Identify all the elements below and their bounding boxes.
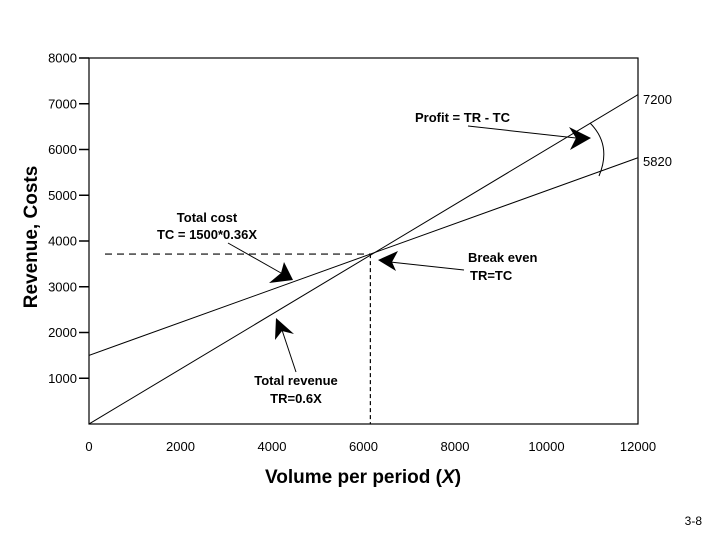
x-tick-label: 10000 [528, 439, 564, 454]
cost-end-label: 5820 [643, 154, 672, 169]
y-tick-label: 8000 [48, 51, 77, 66]
total-cost-line [89, 157, 638, 356]
slide-number: 3-8 [684, 514, 702, 528]
y-tick-label: 6000 [48, 142, 77, 157]
x-tick-label: 4000 [258, 439, 287, 454]
total-revenue-pointer-line [281, 329, 297, 373]
total-cost-pointer-line [227, 242, 282, 274]
x-tick-label: 0 [85, 439, 92, 454]
y-tick-label: 1000 [48, 371, 77, 386]
y-axis-title: Revenue, Costs [21, 166, 42, 309]
total-cost-formula: TC = 1500*0.36X [157, 227, 257, 242]
y-tick-label: 5000 [48, 188, 77, 203]
total-revenue-arrowhead [275, 318, 294, 340]
total-revenue-formula: TR=0.6X [270, 391, 322, 406]
break-even-formula: TR=TC [470, 268, 513, 283]
x-axis-variable: X [441, 467, 456, 488]
revenue-end-label: 7200 [643, 92, 672, 107]
break-even-pointer-line [389, 261, 465, 271]
x-axis-title: Volume per period (X) [265, 467, 461, 488]
y-tick-label: 4000 [48, 234, 77, 249]
x-tick-label: 12000 [620, 439, 656, 454]
profit-arrowhead [569, 127, 591, 150]
y-tick-label: 7000 [48, 96, 77, 111]
x-tick-label: 2000 [166, 439, 195, 454]
total-cost-arrowhead [269, 262, 293, 283]
total-revenue-line [89, 94, 638, 424]
y-tick-label: 3000 [48, 279, 77, 294]
x-axis-title-text: Volume per period [265, 467, 430, 488]
x-tick-label: 6000 [349, 439, 378, 454]
profit-annotation: Profit = TR - TC [415, 110, 511, 125]
x-axis-ticks: 0 2000 4000 6000 8000 10000 12000 [85, 439, 656, 454]
profit-gap-arc [589, 122, 605, 177]
total-cost-title: Total cost [177, 210, 238, 225]
break-even-arrowhead [378, 251, 398, 271]
profit-pointer-line [467, 125, 577, 139]
y-axis-ticks: 1000 2000 3000 4000 5000 6000 7000 8000 [48, 51, 89, 386]
y-tick-label: 2000 [48, 325, 77, 340]
total-revenue-title: Total revenue [254, 373, 338, 388]
x-tick-label: 8000 [441, 439, 470, 454]
break-even-title: Break even [468, 250, 537, 265]
